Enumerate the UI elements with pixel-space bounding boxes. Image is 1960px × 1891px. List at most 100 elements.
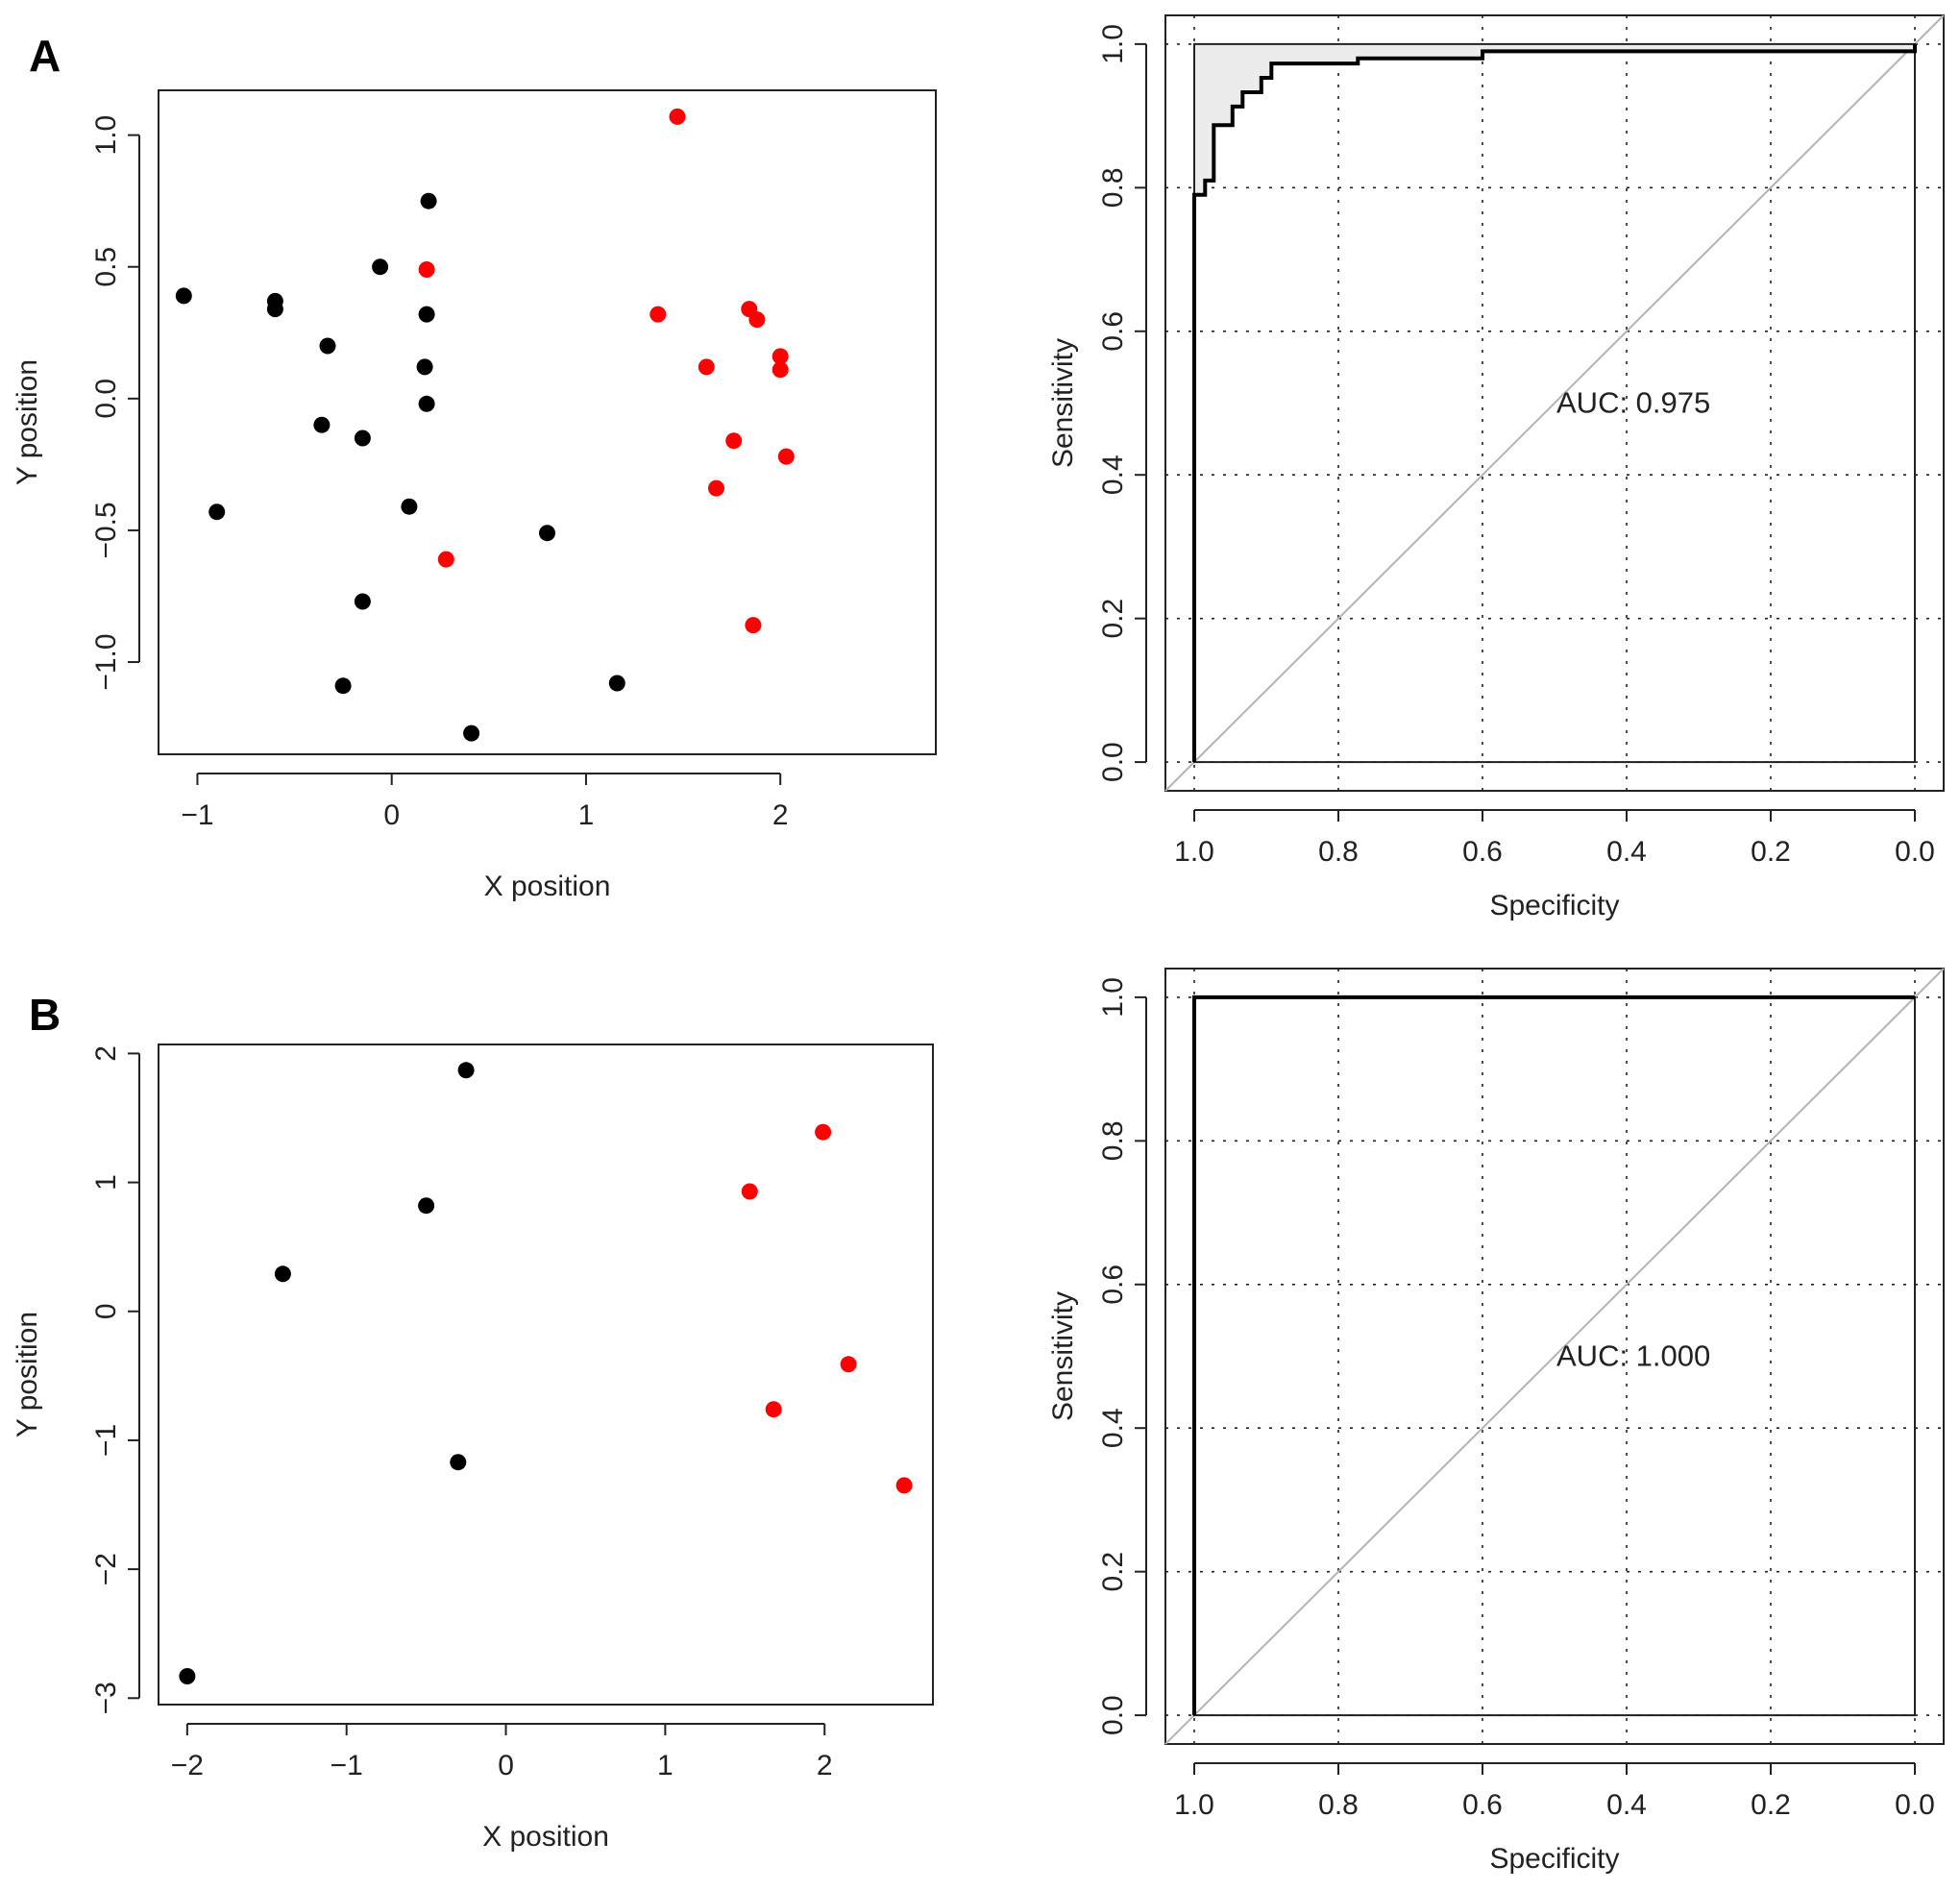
black-data-point — [608, 675, 625, 692]
red-data-point — [895, 1477, 913, 1494]
black-data-point — [539, 525, 555, 542]
y-tick-label: 0.6 — [1097, 311, 1129, 352]
black-data-point — [418, 395, 435, 412]
x-tick-label: −1 — [331, 1750, 363, 1781]
black-data-point — [401, 498, 418, 515]
black-data-point — [175, 287, 192, 305]
y-tick-label: −0.5 — [90, 502, 122, 558]
red-data-point — [748, 311, 766, 329]
black-data-point — [354, 593, 371, 610]
panel-letter-b: B — [29, 990, 61, 1040]
x-tick-label: −2 — [171, 1750, 204, 1781]
panel-a-roc-plot: AUC: 0.975 1.0 0.8 0.6 0.4 0.2 0.0 Specificity 0… — [1047, 14, 1945, 921]
red-data-point — [725, 432, 743, 450]
black-data-point — [416, 358, 433, 376]
y-tick-label: −1.0 — [90, 633, 122, 690]
red-data-point — [437, 551, 454, 568]
chance-diagonal-line — [1164, 14, 1945, 792]
x-tick-label: 0 — [383, 799, 400, 831]
red-data-point — [765, 1401, 782, 1418]
y-tick-label: 2 — [90, 1045, 122, 1062]
plot-frame — [1164, 14, 1945, 792]
red-data-point — [698, 358, 715, 376]
panel-b-scatter-plot: −2 −1 0 1 2 X position −3 −2 −1 0 1 2 Y position — [12, 1044, 934, 1853]
y-tick-label: 0.2 — [1097, 599, 1129, 639]
x-axis-label: X position — [484, 871, 611, 902]
black-data-point — [266, 301, 283, 318]
y-tick-label: 0.0 — [90, 379, 122, 419]
chance-diagonal-line — [1164, 968, 1945, 1745]
y-tick-label: 0.8 — [1097, 167, 1129, 208]
x-tick-label: 0.4 — [1606, 836, 1647, 868]
y-tick-label: 0.0 — [1097, 1695, 1129, 1735]
y-tick-label: 0.4 — [1097, 1408, 1129, 1448]
y-tick-label: 1.0 — [1097, 977, 1129, 1018]
black-data-point — [354, 430, 371, 447]
x-tick-label: 0.0 — [1895, 836, 1935, 868]
x-tick-label: 1.0 — [1174, 836, 1214, 868]
auc-label: AUC: 0.975 — [1556, 386, 1710, 420]
black-data-point — [420, 192, 437, 209]
y-tick-label: 0.8 — [1097, 1120, 1129, 1161]
panel-letter-a: A — [29, 31, 61, 81]
x-tick-label: 2 — [817, 1750, 833, 1781]
x-axis-label: X position — [482, 1821, 609, 1853]
x-tick-label: 0 — [498, 1750, 514, 1781]
red-data-point — [772, 348, 789, 365]
x-tick-label: 1 — [657, 1750, 674, 1781]
x-tick-label: −1 — [181, 799, 213, 831]
red-data-point — [777, 448, 795, 465]
black-data-point — [334, 677, 352, 695]
black-data-point — [208, 503, 226, 521]
y-tick-label: 1.0 — [1097, 24, 1129, 64]
x-tick-label: 0.2 — [1751, 1789, 1791, 1821]
panel-a-scatter-plot: −1 0 1 2 X position −1.0 −0.5 0.0 0.5 1.0 Y positi… — [12, 89, 937, 902]
x-tick-label: 0.6 — [1462, 836, 1503, 868]
x-tick-label: 1.0 — [1174, 1789, 1214, 1821]
y-tick-label: 0 — [90, 1303, 122, 1319]
x-tick-label: 0.4 — [1606, 1789, 1647, 1821]
red-data-point — [418, 261, 435, 278]
black-data-point — [274, 1265, 291, 1283]
x-tick-label: 0.2 — [1751, 836, 1791, 868]
red-data-point — [708, 479, 724, 497]
y-tick-label: 0.0 — [1097, 742, 1129, 782]
roc-curve-line — [1192, 43, 1917, 763]
y-axis-label: Sensitivity — [1047, 338, 1079, 468]
red-data-point — [815, 1123, 832, 1141]
black-data-point — [450, 1454, 467, 1471]
y-tick-label: −2 — [90, 1553, 122, 1585]
plot-frame — [1164, 968, 1945, 1745]
red-data-point — [649, 306, 667, 323]
x-tick-label: 0.8 — [1318, 1789, 1359, 1821]
y-tick-label: −1 — [90, 1424, 122, 1457]
y-tick-label: 0.2 — [1097, 1552, 1129, 1592]
black-data-point — [463, 724, 480, 742]
x-tick-label: 0.0 — [1895, 1789, 1935, 1821]
red-data-point — [669, 108, 686, 125]
y-axis-label: Y position — [12, 1312, 43, 1437]
auc-label: AUC: 1.000 — [1556, 1339, 1710, 1373]
roc-curve-line — [1192, 995, 1915, 1716]
y-axis-label: Sensitivity — [1047, 1291, 1079, 1421]
y-tick-label: 0.5 — [90, 247, 122, 287]
black-data-point — [457, 1062, 475, 1079]
x-tick-label: 0.8 — [1318, 836, 1359, 868]
x-tick-label: 0.6 — [1462, 1789, 1503, 1821]
red-data-point — [741, 1183, 758, 1200]
black-data-point — [319, 337, 336, 355]
x-tick-label: 1 — [578, 799, 595, 831]
y-tick-label: 0.6 — [1097, 1265, 1129, 1305]
x-axis-label: Specificity — [1489, 1843, 1619, 1875]
red-data-point — [772, 361, 789, 379]
x-tick-label: 2 — [772, 799, 789, 831]
black-data-point — [418, 306, 435, 323]
plot-frame — [158, 1044, 934, 1706]
black-data-point — [179, 1668, 196, 1684]
red-data-point — [840, 1356, 857, 1373]
x-axis-label: Specificity — [1489, 890, 1619, 921]
y-tick-label: −3 — [90, 1682, 122, 1714]
y-tick-label: 0.4 — [1097, 454, 1129, 495]
panel-b-roc-plot: AUC: 1.000 1.0 0.8 0.6 0.4 0.2 0.0 Specificity 0… — [1047, 968, 1945, 1875]
black-data-point — [372, 258, 389, 276]
